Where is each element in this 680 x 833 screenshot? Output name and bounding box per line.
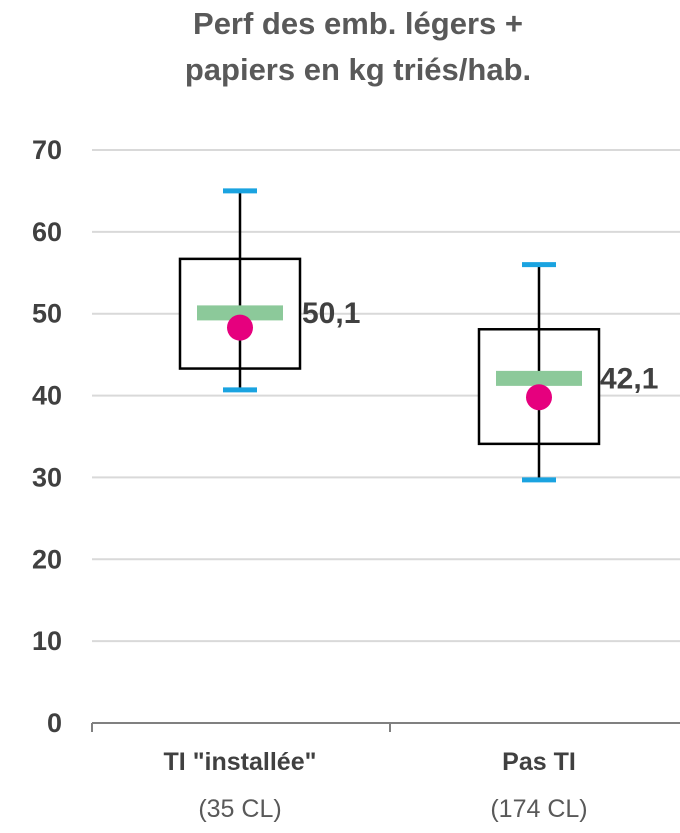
box-plots: 50,1 42,1 [178,188,658,483]
median-bar-1 [496,370,582,386]
category-sublabel-1: (174 CL) [490,795,587,823]
y-tick-label-20: 20 [32,544,62,574]
axes [91,722,680,732]
mean-dot-1 [526,384,552,411]
mean-dot-0 [227,314,253,341]
median-label-1: 42,1 [600,362,658,395]
y-tick-label-10: 10 [32,626,62,656]
median-label-0: 50,1 [302,297,360,330]
chart-title-line-2: papiers en kg triés/hab. [185,52,531,87]
category-sublabel-0: (35 CL) [198,795,281,823]
y-tick-labels: 0 10 20 30 40 50 60 70 [32,135,62,738]
y-tick-label-70: 70 [32,135,62,165]
y-tick-label-50: 50 [32,299,62,329]
category-label-1: Pas TI [502,748,576,776]
median-bar-0 [197,305,283,321]
box-plot-0: 50,1 [178,188,360,393]
y-tick-label-30: 30 [32,462,62,492]
y-tick-label-40: 40 [32,381,62,411]
y-tick-label-60: 60 [32,217,62,247]
box-plot-1: 42,1 [477,262,658,483]
chart-title-line-1: Perf des emb. légers + [193,6,523,41]
category-label-0: TI "installée" [164,748,317,776]
y-tick-label-0: 0 [47,708,62,738]
category-labels: TI "installée" (35 CL) Pas TI (174 CL) [164,748,588,823]
